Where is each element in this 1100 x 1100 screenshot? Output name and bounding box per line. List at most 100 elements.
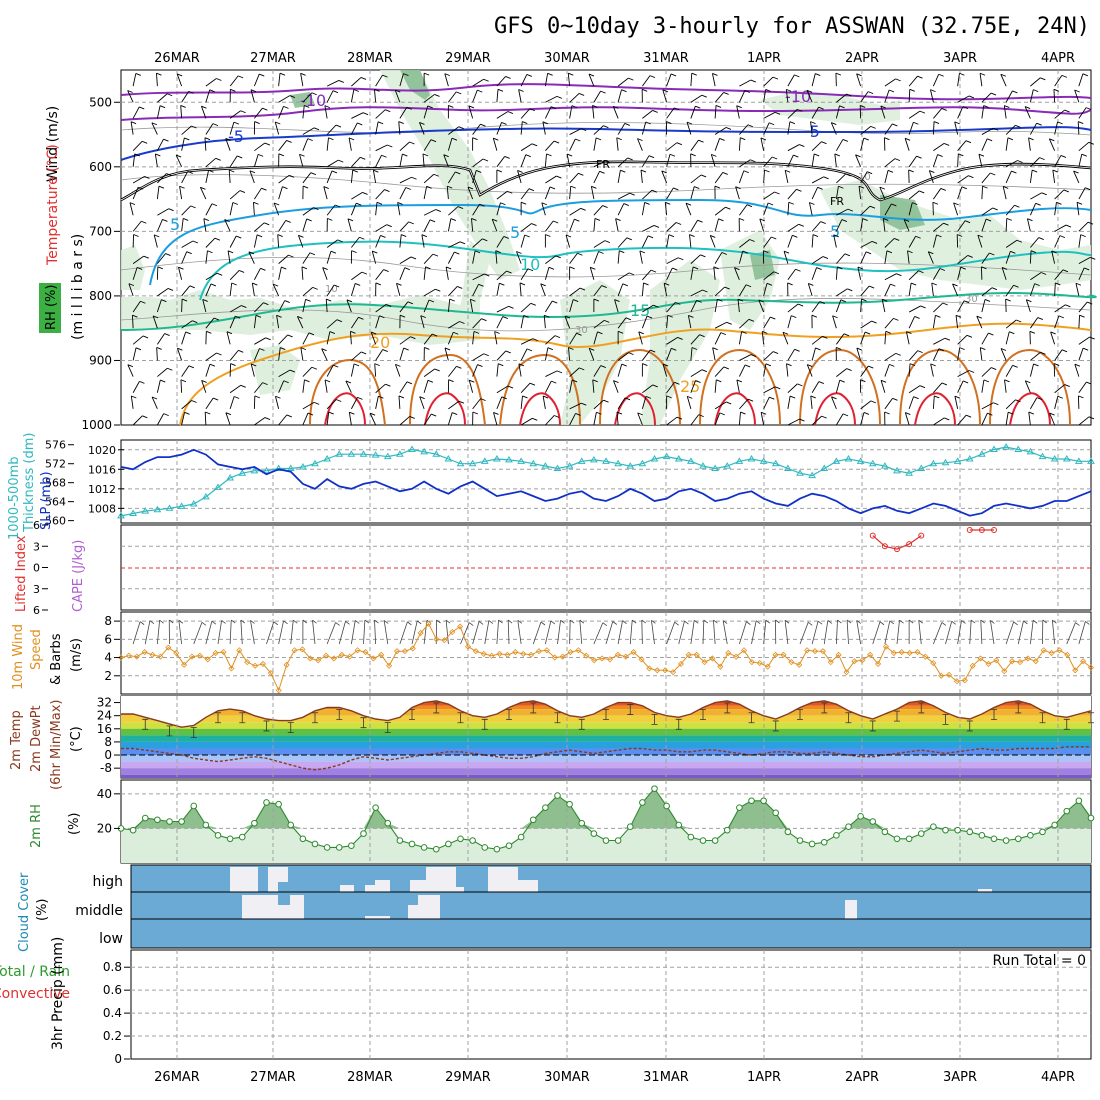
wind-barb-flag xyxy=(352,169,358,173)
wind-barb xyxy=(472,318,482,329)
wind-barb xyxy=(302,218,308,232)
thickness-point xyxy=(1087,457,1095,464)
wind-barb-flag xyxy=(160,379,166,383)
wind-barb xyxy=(690,369,703,377)
wind-speed-point xyxy=(606,656,614,663)
wind-barb xyxy=(254,337,266,345)
wind-barb-flag xyxy=(374,88,380,92)
wind-speed-point xyxy=(457,623,464,630)
wind-barb xyxy=(666,348,672,361)
wind-barb xyxy=(930,89,934,103)
wind10-barb xyxy=(532,621,542,645)
lifted-index-point xyxy=(918,532,925,539)
cloud-ylabels: Cloud Cover (%) xyxy=(17,872,50,952)
wind-barb-flag xyxy=(797,108,803,112)
wind-barb xyxy=(517,170,522,184)
wind-barb xyxy=(666,187,674,200)
wind-barb-flag xyxy=(430,139,437,143)
wind-barb xyxy=(181,171,189,184)
wind-speed-point xyxy=(1064,651,1071,658)
wind-barb-flag xyxy=(192,240,199,244)
wind-barb-flag xyxy=(677,337,683,340)
wind-speed-point xyxy=(354,647,361,654)
wind-barb xyxy=(690,254,701,264)
contour-label: 5 xyxy=(830,222,840,241)
wind-barb xyxy=(399,336,411,345)
wind-barb xyxy=(324,105,328,119)
wind-barb xyxy=(350,169,354,184)
wind-barb-flag xyxy=(401,234,407,237)
wind-barb xyxy=(830,122,837,135)
wind-barb-flag xyxy=(326,298,332,302)
wind-barb-flag xyxy=(178,266,184,270)
wind-barb-flag xyxy=(164,333,170,336)
wind10-barb xyxy=(217,620,222,645)
wind-barb-flag xyxy=(313,401,320,405)
wind-barb-flag xyxy=(237,75,244,79)
wind-barb xyxy=(276,315,280,329)
wind-barb xyxy=(542,121,546,135)
wind10-barb-flag xyxy=(846,619,852,624)
wind-barb-flag xyxy=(447,185,453,189)
temperature-contours xyxy=(120,83,1097,426)
wind-barb-flag xyxy=(957,234,963,237)
wind-barb xyxy=(544,106,552,119)
wind-barb xyxy=(661,170,668,184)
wind-barb-flag xyxy=(770,316,776,320)
rh2m-point xyxy=(214,832,222,839)
minmax-marker xyxy=(821,702,828,714)
wind-speed-point xyxy=(480,650,487,657)
wind-barb-flag xyxy=(277,234,283,237)
wind-barb-flag xyxy=(844,253,851,257)
wind-barb-flag xyxy=(724,286,730,290)
wind-barb-flag xyxy=(797,383,803,387)
minmax-marker xyxy=(942,714,949,725)
rh2m-point xyxy=(505,842,513,850)
ylabel-slp: SLP (mb) xyxy=(39,471,54,530)
wind-barb xyxy=(1054,315,1060,329)
precip-ylabels: Total / Rain Convective 3hr Precip (mm) xyxy=(0,937,70,1050)
date-label: 3APR xyxy=(943,1070,977,1085)
wind10-barb-flag xyxy=(722,620,728,624)
wind-barb xyxy=(302,401,315,410)
wind-barb-flag xyxy=(1087,301,1093,305)
wind-barb xyxy=(1002,186,1007,200)
rh2m-point xyxy=(517,833,525,841)
wind-barb-flag xyxy=(624,122,630,126)
minmax-marker xyxy=(263,720,270,732)
wind-barb xyxy=(347,218,352,232)
wind-barb xyxy=(932,348,940,361)
wind-barb xyxy=(787,268,796,281)
rh2m-point xyxy=(905,835,913,843)
contour-label: FR xyxy=(830,195,844,208)
wind-barb-flag xyxy=(1065,224,1072,228)
wind-barb xyxy=(420,315,425,329)
wind-barb-flag xyxy=(647,235,654,239)
wind-speed-point xyxy=(559,653,566,660)
wind-barb-flag xyxy=(184,411,190,415)
wind-barb xyxy=(738,250,744,264)
wind-barb-flag xyxy=(435,288,441,292)
tick-label: 3 xyxy=(33,583,40,596)
wind-barb xyxy=(690,186,695,200)
wind-barb-flag xyxy=(697,219,703,223)
wind-barb xyxy=(544,267,550,280)
wind-speed-point xyxy=(662,667,669,674)
wind-barb-flag xyxy=(131,395,137,399)
wind-speed-point xyxy=(393,648,401,655)
rh2m-point xyxy=(129,826,137,834)
ylabel-thickness: 1000-500mb xyxy=(7,456,22,540)
minmax-marker xyxy=(433,702,440,714)
rh2m-point xyxy=(675,821,683,829)
wind-barb xyxy=(493,412,498,426)
wind-barb-flag xyxy=(592,105,598,108)
wind-barb-flag xyxy=(768,122,775,126)
wind-barb-flag xyxy=(886,250,893,254)
thickness-point xyxy=(420,447,429,455)
wind-barb-flag xyxy=(580,207,586,211)
wind-barb xyxy=(448,126,460,135)
wind-barb xyxy=(569,379,573,393)
wind-barb-flag xyxy=(254,395,260,399)
wind-barb-flag xyxy=(600,365,606,368)
wind-barb-flag xyxy=(600,90,606,94)
